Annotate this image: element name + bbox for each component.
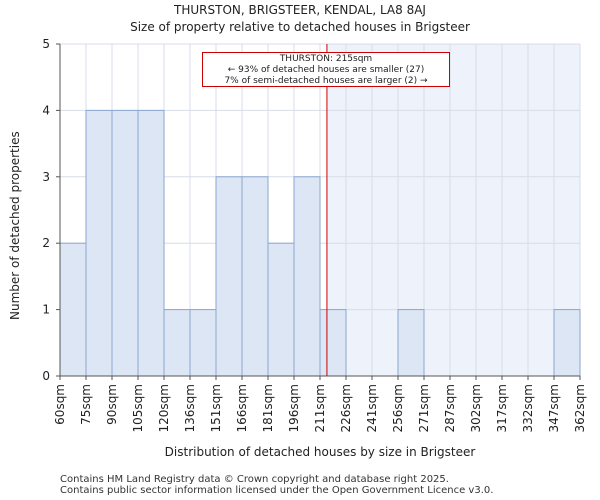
histogram-bar xyxy=(319,309,347,377)
histogram-bar xyxy=(553,309,581,377)
y-tick-label: 4 xyxy=(42,103,50,117)
x-tick-label: 317sqm xyxy=(495,384,509,432)
y-tick-label: 3 xyxy=(42,170,50,184)
histogram-bar xyxy=(59,242,87,377)
x-tick-label: 136sqm xyxy=(183,384,197,432)
histogram-bar xyxy=(241,176,269,377)
x-tick-label: 60sqm xyxy=(53,384,67,425)
property-annotation-box: THURSTON: 215sqm ← 93% of detached house… xyxy=(202,52,450,87)
x-tick-label: 90sqm xyxy=(105,384,119,425)
footer-line-1: Contains HM Land Registry data © Crown c… xyxy=(60,474,449,485)
y-tick-label: 5 xyxy=(42,37,50,51)
x-tick-label: 226sqm xyxy=(339,384,353,432)
y-tick-label: 1 xyxy=(42,303,50,317)
histogram-bar xyxy=(215,176,243,377)
histogram-bar xyxy=(267,242,295,377)
x-tick-label: 362sqm xyxy=(573,384,587,432)
x-tick-label: 196sqm xyxy=(287,384,301,432)
x-tick-label: 302sqm xyxy=(469,384,483,432)
x-tick-label: 75sqm xyxy=(79,384,93,425)
histogram-bar xyxy=(293,176,321,377)
footer-line-2: Contains public sector information licen… xyxy=(60,485,494,496)
histogram-bar xyxy=(85,109,113,377)
x-tick-label: 151sqm xyxy=(209,384,223,432)
x-tick-label: 120sqm xyxy=(157,384,171,432)
x-tick-label: 181sqm xyxy=(261,384,275,432)
x-tick-label: 241sqm xyxy=(365,384,379,432)
histogram-bar xyxy=(137,109,165,377)
x-tick-label: 332sqm xyxy=(521,384,535,432)
x-tick-label: 347sqm xyxy=(547,384,561,432)
y-tick-label: 2 xyxy=(42,236,50,250)
annotation-line-2: ← 93% of detached houses are smaller (27… xyxy=(227,65,425,75)
x-tick-label: 105sqm xyxy=(131,384,145,432)
x-tick-label: 256sqm xyxy=(391,384,405,432)
x-tick-label: 211sqm xyxy=(313,384,327,432)
x-tick-label: 166sqm xyxy=(235,384,249,432)
y-axis-label: Number of detached properties xyxy=(8,131,22,320)
annotation-line-1: THURSTON: 215sqm xyxy=(279,54,373,64)
chart-title: THURSTON, BRIGSTEER, KENDAL, LA8 8AJ xyxy=(174,3,426,17)
x-tick-label: 271sqm xyxy=(417,384,431,432)
x-axis-label: Distribution of detached houses by size … xyxy=(164,445,476,459)
histogram-bar xyxy=(163,309,191,377)
histogram-bar xyxy=(111,109,139,377)
chart-subtitle: Size of property relative to detached ho… xyxy=(130,20,470,34)
histogram-bar xyxy=(189,309,217,377)
y-tick-label: 0 xyxy=(42,369,50,383)
highlight-region xyxy=(326,44,580,376)
annotation-line-3: 7% of semi-detached houses are larger (2… xyxy=(224,76,428,86)
x-tick-label: 287sqm xyxy=(443,384,457,432)
histogram-bar xyxy=(397,309,425,377)
